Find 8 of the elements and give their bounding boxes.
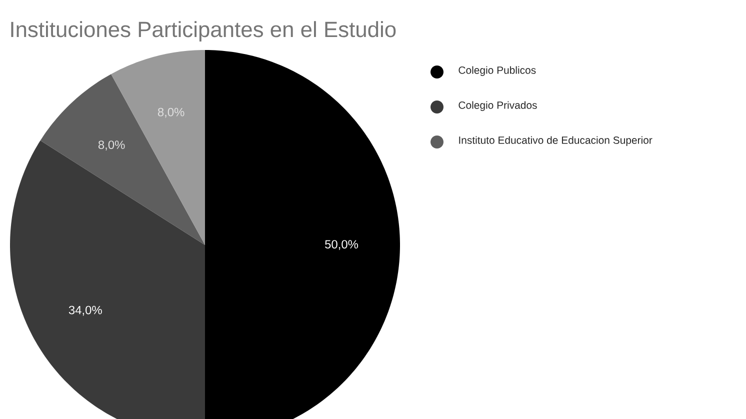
legend-label: Instituto Educativo de Educacion Superior bbox=[459, 136, 652, 146]
data-label: 50,0% bbox=[325, 240, 358, 250]
legend-label: Colegio Publicos bbox=[458, 66, 536, 76]
data-label: 8,0% bbox=[98, 140, 125, 150]
chart-title: Instituciones Participantes en el Estudio bbox=[11, 21, 396, 42]
data-label: 8,0% bbox=[158, 108, 184, 118]
data-label: 34,0% bbox=[68, 306, 102, 316]
legend-label: Colegio Privados bbox=[458, 101, 537, 111]
